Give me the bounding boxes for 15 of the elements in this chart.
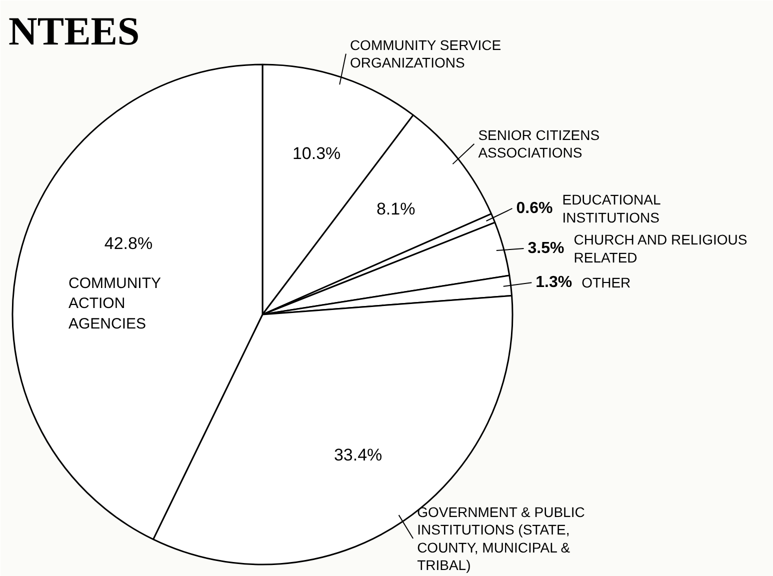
data-label: 10.3% xyxy=(292,144,341,163)
data-label: 33.4% xyxy=(334,446,382,465)
slice-label: SENIOR CITIZENS ASSOCIATIONS xyxy=(478,127,600,161)
slice-label: CHURCH AND RELIGIOUS RELATED xyxy=(574,232,748,266)
slice-label: COMMUNITY SERVICE ORGANIZATIONS xyxy=(350,36,502,71)
slice-label: EDUCATIONAL INSTITUTIONS xyxy=(562,192,661,226)
slice-label: OTHER xyxy=(582,274,631,291)
data-label: 1.3% xyxy=(536,274,572,292)
data-label: 3.5% xyxy=(528,240,564,257)
chart-title: NTEES xyxy=(8,8,140,54)
data-label: 8.1% xyxy=(376,200,416,219)
data-label: 42.8% xyxy=(104,234,153,254)
slice-label: GOVERNMENT & PUBLIC INSTITUTIONS (STATE, COUNTY, MUNICIPAL & TRIBAL) xyxy=(417,504,585,573)
data-label: 0.6% xyxy=(516,200,553,217)
slice-label: COMMUNITY ACTION AGENCIES xyxy=(68,274,162,333)
